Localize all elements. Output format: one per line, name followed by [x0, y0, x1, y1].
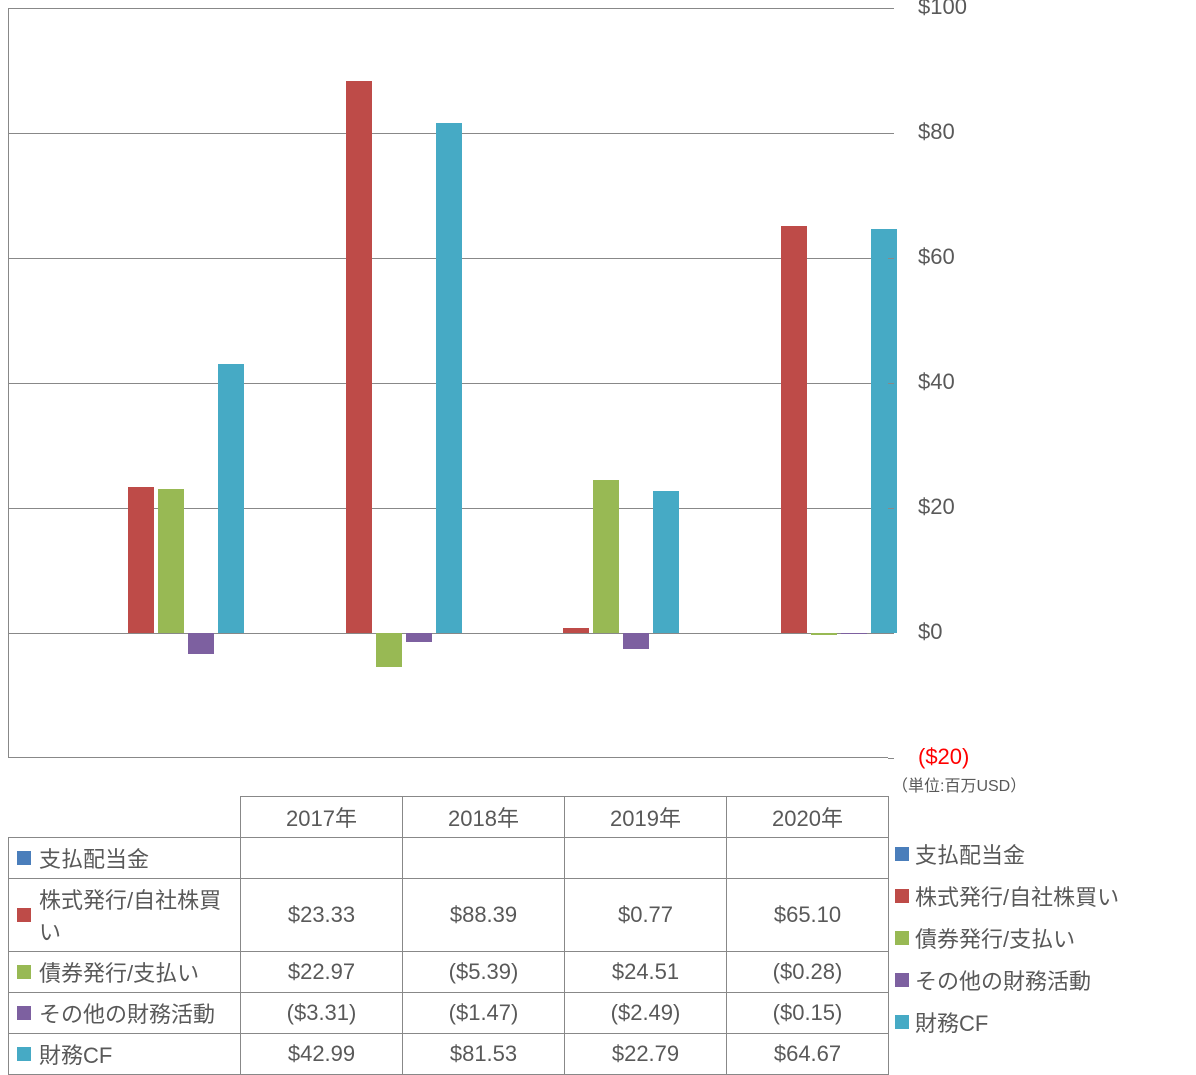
table-row-header-s3: その他の財務活動 — [9, 993, 241, 1034]
table-cell: $42.99 — [241, 1034, 403, 1075]
y-tick-label: ($20) — [918, 744, 969, 770]
table-cell: $81.53 — [403, 1034, 565, 1075]
right-legend-label: 債券発行/支払い — [915, 922, 1075, 954]
legend-marker-s1 — [17, 908, 31, 922]
table-cell: $65.10 — [727, 879, 889, 952]
bar-s1-0 — [128, 487, 154, 633]
y-tick-label: $20 — [918, 494, 955, 520]
table-row-header-s4: 財務CF — [9, 1034, 241, 1075]
table-cell: $64.67 — [727, 1034, 889, 1075]
right-legend-marker-s1 — [895, 889, 909, 903]
table-cell: $24.51 — [565, 952, 727, 993]
y-tick-label: $40 — [918, 369, 955, 395]
y-tick-label: $60 — [918, 244, 955, 270]
bar-s4-0 — [218, 364, 244, 633]
y-tick-mark — [888, 133, 894, 134]
y-tick-mark — [888, 508, 894, 509]
table-cell — [241, 838, 403, 879]
right-legend-marker-s4 — [895, 1015, 909, 1029]
table-cell: ($3.31) — [241, 993, 403, 1034]
series-label: 債券発行/支払い — [39, 961, 199, 986]
legend-marker-s4 — [17, 1047, 31, 1061]
series-label: 財務CF — [39, 1043, 112, 1068]
table-cell: ($0.28) — [727, 952, 889, 993]
bar-s3-3 — [841, 633, 867, 634]
table-col-header: 2018年 — [403, 797, 565, 838]
legend-marker-s3 — [17, 1006, 31, 1020]
table-cell: $22.79 — [565, 1034, 727, 1075]
table-col-header: 2017年 — [241, 797, 403, 838]
data-table: 2017年2018年2019年2020年支払配当金株式発行/自社株買い $23.3… — [8, 796, 889, 1075]
table-cell: $22.97 — [241, 952, 403, 993]
legend-marker-s0 — [17, 851, 31, 865]
table-cell: ($0.15) — [727, 993, 889, 1034]
bar-s1-2 — [563, 628, 589, 633]
chart-container: $100 $80 $60 $40 $20 $0 ($20) （単位:百万USD） 2017年… — [0, 0, 1196, 1071]
bar-s1-1 — [346, 81, 372, 633]
bar-s2-2 — [593, 480, 619, 633]
table-col-header: 2019年 — [565, 797, 727, 838]
right-legend-item-s2: 債券発行/支払い — [895, 926, 1119, 950]
bar-s4-3 — [871, 229, 897, 633]
legend-marker-s2 — [17, 965, 31, 979]
right-legend-item-s4: 財務CF — [895, 1010, 1119, 1034]
table-cell: $88.39 — [403, 879, 565, 952]
y-tick-mark — [888, 8, 894, 9]
right-legend-label: 支払配当金 — [915, 838, 1025, 870]
bar-s4-2 — [653, 491, 679, 633]
right-legend-marker-s3 — [895, 973, 909, 987]
right-legend-label: 株式発行/自社株買い — [915, 880, 1119, 912]
bar-s3-0 — [188, 633, 214, 654]
y-tick-label: $80 — [918, 119, 955, 145]
bar-s2-3 — [811, 633, 837, 635]
right-legend-marker-s2 — [895, 931, 909, 945]
gridline — [8, 633, 888, 634]
table-col-header: 2020年 — [727, 797, 889, 838]
table-cell: $23.33 — [241, 879, 403, 952]
table-row-header-s1: 株式発行/自社株買い — [9, 879, 241, 952]
table-corner — [9, 797, 241, 838]
table-cell: ($2.49) — [565, 993, 727, 1034]
table-row-header-s0: 支払配当金 — [9, 838, 241, 879]
series-label: 支払配当金 — [39, 847, 149, 872]
series-label: 株式発行/自社株買い — [39, 888, 221, 945]
plot-area — [8, 8, 888, 758]
series-label: その他の財務活動 — [39, 1002, 215, 1027]
bar-s3-2 — [623, 633, 649, 649]
bar-s1-3 — [781, 226, 807, 633]
right-legend-marker-s0 — [895, 847, 909, 861]
right-legend-label: その他の財務活動 — [915, 964, 1091, 996]
y-tick-mark — [888, 758, 894, 759]
right-legend-label: 財務CF — [915, 1006, 988, 1038]
unit-label: （単位:百万USD） — [892, 772, 1026, 796]
right-legend: 支払配当金株式発行/自社株買い債券発行/支払いその他の財務活動財務CF — [895, 842, 1119, 1052]
bar-s2-0 — [158, 489, 184, 633]
table-cell: $0.77 — [565, 879, 727, 952]
y-tick-mark — [888, 383, 894, 384]
right-legend-item-s0: 支払配当金 — [895, 842, 1119, 866]
table-cell: ($5.39) — [403, 952, 565, 993]
table-cell: ($1.47) — [403, 993, 565, 1034]
table-cell — [403, 838, 565, 879]
bar-s4-1 — [436, 123, 462, 633]
bar-s2-1 — [376, 633, 402, 667]
y-tick-label: $0 — [918, 619, 942, 645]
y-tick-label: $100 — [918, 0, 967, 20]
table-cell — [565, 838, 727, 879]
y-tick-mark — [888, 633, 894, 634]
right-legend-item-s1: 株式発行/自社株買い — [895, 884, 1119, 908]
right-legend-item-s3: その他の財務活動 — [895, 968, 1119, 992]
bar-s3-1 — [406, 633, 432, 642]
table-cell — [727, 838, 889, 879]
y-tick-mark — [888, 258, 894, 259]
table-row-header-s2: 債券発行/支払い — [9, 952, 241, 993]
